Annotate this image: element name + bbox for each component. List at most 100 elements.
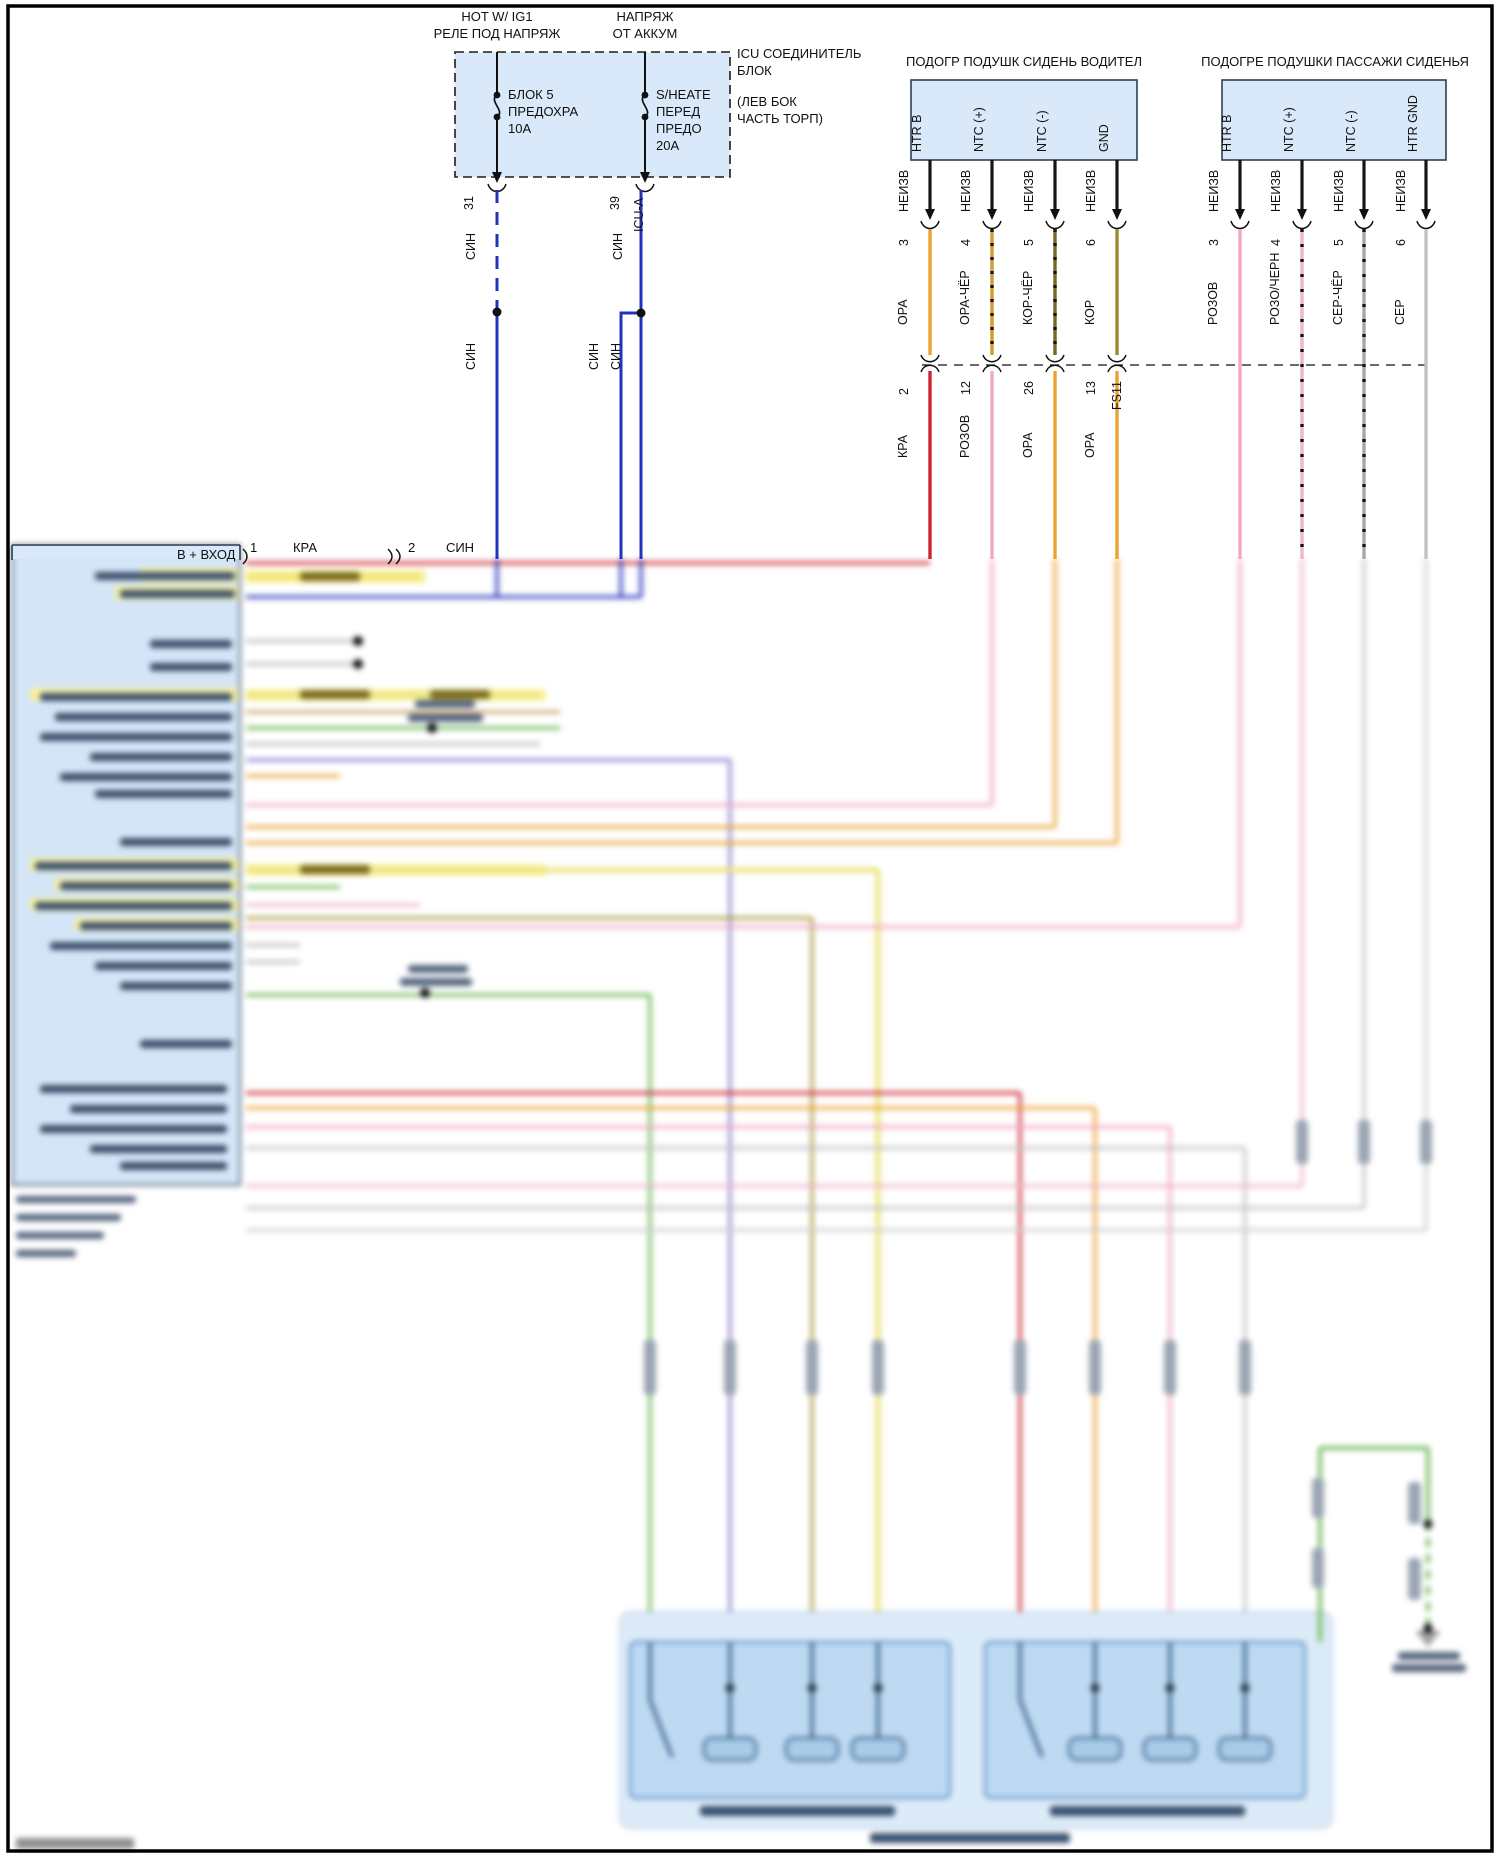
icu-location-line2: ЧАСТЬ ТОРП)	[737, 111, 823, 126]
pass-pin-ntc-minus: NTC (-)	[1344, 110, 1358, 152]
feed2-label-line2: ОТ АККУМ	[612, 26, 678, 41]
splice-dot-1	[492, 307, 502, 317]
lead-arrowheads	[925, 209, 1431, 220]
pass-pin-num-4: 4	[1269, 239, 1283, 246]
fuse1-line1: БЛОК 5	[508, 87, 554, 102]
driver-wire-color-4: КОР	[1083, 299, 1097, 325]
icu-location-line1: (ЛЕВ БОК	[737, 94, 797, 109]
wire-label-sin-3: СИН	[464, 342, 478, 370]
control-module-top-edge	[11, 544, 241, 560]
pass-pin-ntc-plus: NTC (+)	[1282, 107, 1296, 152]
connector-cups-row1	[920, 220, 1436, 230]
fuse1-line2: ПРЕДОХРА	[508, 104, 579, 119]
driver-pin-ntc-minus: NTC (-)	[1035, 110, 1049, 152]
pass-wire-status-4: НЕИЗВ	[1394, 169, 1408, 212]
driver-pin-num-5: 5	[1022, 239, 1036, 246]
heater-box-captions	[700, 1806, 1245, 1843]
pass-wire-status-3: НЕИЗВ	[1332, 169, 1346, 212]
pass-pin-num-6: 6	[1394, 239, 1408, 246]
fuse2-line3: ПРЕДО	[656, 121, 702, 136]
driver-wire-color-2: ОРА-ЧЁР	[958, 270, 972, 325]
fuse2-line2: ПЕРЕД	[656, 104, 701, 119]
pass-wire-color-2: РОЗО/ЧЕРН	[1268, 252, 1282, 325]
fuse-2-terminal-bottom	[641, 113, 649, 121]
inline-connector-cups	[920, 354, 1127, 373]
connector-fs11: FS11	[1110, 381, 1124, 410]
splice-notes	[300, 572, 490, 998]
pass-pin-htrb: HTR B	[1220, 114, 1234, 153]
pass-wire-status-1: НЕИЗВ	[1207, 169, 1221, 212]
module-wire1-color: КРА	[292, 540, 318, 555]
driver-heater-connector-box	[910, 79, 1138, 161]
driver-wire-status-3: НЕИЗВ	[1022, 169, 1036, 212]
splice-dot-2	[636, 308, 646, 318]
fuse-2-arrow	[640, 172, 650, 183]
pass-wire-color-4: СЕР	[1393, 299, 1407, 325]
pass-wire-status-2: НЕИЗВ	[1269, 169, 1283, 212]
inline-connector-2	[387, 548, 401, 565]
driver-wire-color-1: ОРА	[896, 299, 910, 325]
watermark-blob	[16, 1838, 134, 1849]
module-pin-2: 2	[408, 540, 416, 555]
fuse-1-arrow	[492, 172, 502, 183]
icu-fuse-box	[454, 51, 731, 178]
driver-pin-gnd: GND	[1097, 124, 1111, 152]
icu-block-line1: ICU СОЕДИНИТЕЛЬ	[737, 46, 862, 61]
driver-pin2-num-13: 13	[1084, 381, 1098, 395]
pass-pin-num-5: 5	[1332, 239, 1346, 246]
fuse-1-terminal-top	[493, 91, 501, 99]
driver-wire-color-3: КОР-ЧЁР	[1021, 270, 1035, 325]
driver-wire2-color-3: ОРА	[1021, 432, 1035, 458]
module-text-blobs	[35, 572, 235, 1170]
icu-block-line2: БЛОК	[737, 63, 772, 78]
page-border	[6, 4, 1494, 1853]
wire-label-sin-1: СИН	[464, 232, 478, 260]
driver-pin-num-4: 4	[959, 239, 973, 246]
driver-pin2-num-2: 2	[897, 388, 911, 395]
passenger-heater-title: ПОДОГРЕ ПОДУШКИ ПАССАЖИ СИДЕНЬЯ	[1201, 54, 1469, 69]
driver-wire-status-2: НЕИЗВ	[959, 169, 973, 212]
control-module-top-fill	[13, 546, 239, 559]
module-footnote-blobs	[16, 1196, 136, 1257]
pass-pin-num-3: 3	[1207, 239, 1221, 246]
pass-wire-color-1: РОЗОВ	[1206, 281, 1220, 325]
driver-pin-htrb: HTR B	[910, 114, 924, 153]
fuse-2-terminal-top	[641, 91, 649, 99]
wire-label-sin-5: СИН	[609, 342, 623, 370]
fuse-1-terminal-bottom	[493, 113, 501, 121]
wire-label-sin-4: СИН	[587, 342, 601, 370]
module-wire2-color: СИН	[445, 540, 475, 555]
driver-pin-num-6: 6	[1084, 239, 1098, 246]
module-input-label: В + ВХОД	[177, 547, 236, 562]
heater-box-junctions	[703, 1683, 1272, 1761]
driver-wire2-color-2: РОЗОВ	[958, 414, 972, 458]
driver-pin2-num-12: 12	[959, 381, 973, 395]
connector-icu-a: ICU-A	[632, 197, 646, 232]
module-wire-rows	[246, 559, 1428, 1642]
driver-wire2-color-1: КРА	[896, 434, 910, 458]
pass-wire-color-3: СЕР-ЧЁР	[1331, 270, 1345, 325]
driver-pin-ntc-plus: NTC (+)	[972, 107, 986, 152]
driver-wire2-color-4: ОРА	[1083, 432, 1097, 458]
wire-blue-batt-branch	[619, 311, 641, 559]
fuse2-line4: 20А	[656, 138, 680, 153]
wire-label-sin-2: СИН	[611, 232, 625, 260]
passenger-heater-connector-box	[1221, 79, 1447, 161]
driver-wire-status-4: НЕИЗВ	[1084, 169, 1098, 212]
driver-pin-num-3: 3	[897, 239, 911, 246]
ground-wire-assembly	[1312, 1446, 1466, 1672]
driver-heater-title: ПОДОГР ПОДУШК СИДЕНЬ ВОДИТЕЛ	[906, 54, 1142, 69]
fuse2-line1: S/HEATE	[656, 87, 711, 102]
pass-pin-htr-gnd: HTR GND	[1406, 95, 1420, 152]
driver-wire-status-1: НЕИЗВ	[897, 169, 911, 212]
feed1-label-line1: HOT W/ IG1	[461, 9, 533, 24]
pin-31: 31	[462, 196, 476, 210]
module-pin-1: 1	[250, 540, 258, 555]
driver-pin2-num-26: 26	[1022, 381, 1036, 395]
pin-39: 39	[608, 196, 622, 210]
feed2-label-line1: НАПРЯЖ	[616, 9, 674, 24]
